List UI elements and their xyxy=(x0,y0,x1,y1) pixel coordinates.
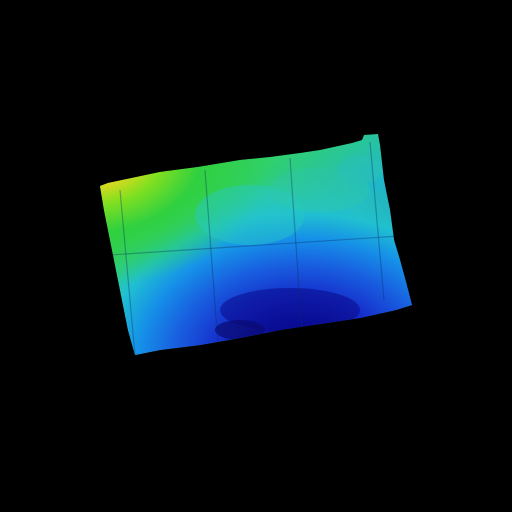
deep-pit xyxy=(215,320,265,340)
top-right-rise xyxy=(338,156,382,184)
mid-ridge xyxy=(195,185,305,245)
tile-seams xyxy=(109,141,401,355)
deep-basin xyxy=(220,288,360,332)
heightmap-surface xyxy=(100,134,412,355)
